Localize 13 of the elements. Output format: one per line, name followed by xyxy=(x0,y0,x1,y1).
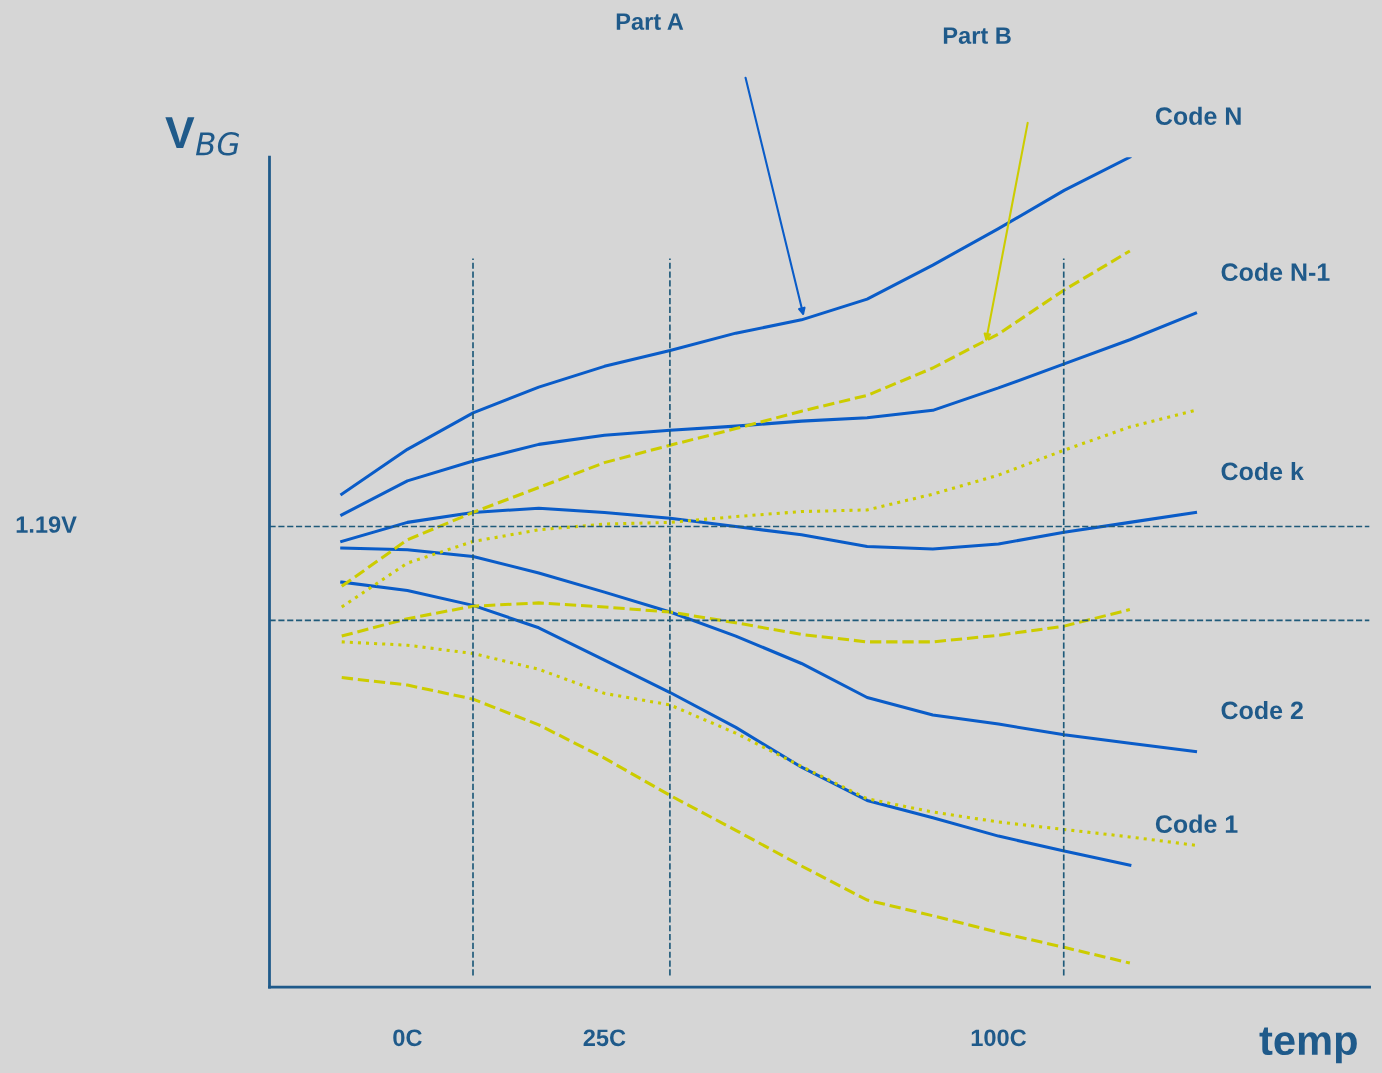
ref-line-label: 1.19V xyxy=(16,516,77,533)
text: Part A xyxy=(616,13,684,30)
x-tick-label: 25C xyxy=(583,1029,626,1047)
x-tick-label: 100C xyxy=(971,1029,1027,1047)
series-label: Code k xyxy=(1221,461,1304,481)
series-label: Code N-1 xyxy=(1221,262,1330,282)
x-tick-label: 0C xyxy=(393,1029,422,1047)
series-label: Code 1 xyxy=(1155,814,1238,833)
text: Part B xyxy=(943,27,1011,44)
series-label: Code N xyxy=(1155,106,1241,126)
y-axis-title: V$_{BG}$ xyxy=(165,117,240,156)
x-axis-title: temp xyxy=(1259,1027,1357,1064)
series-label: Code 2 xyxy=(1221,700,1303,720)
